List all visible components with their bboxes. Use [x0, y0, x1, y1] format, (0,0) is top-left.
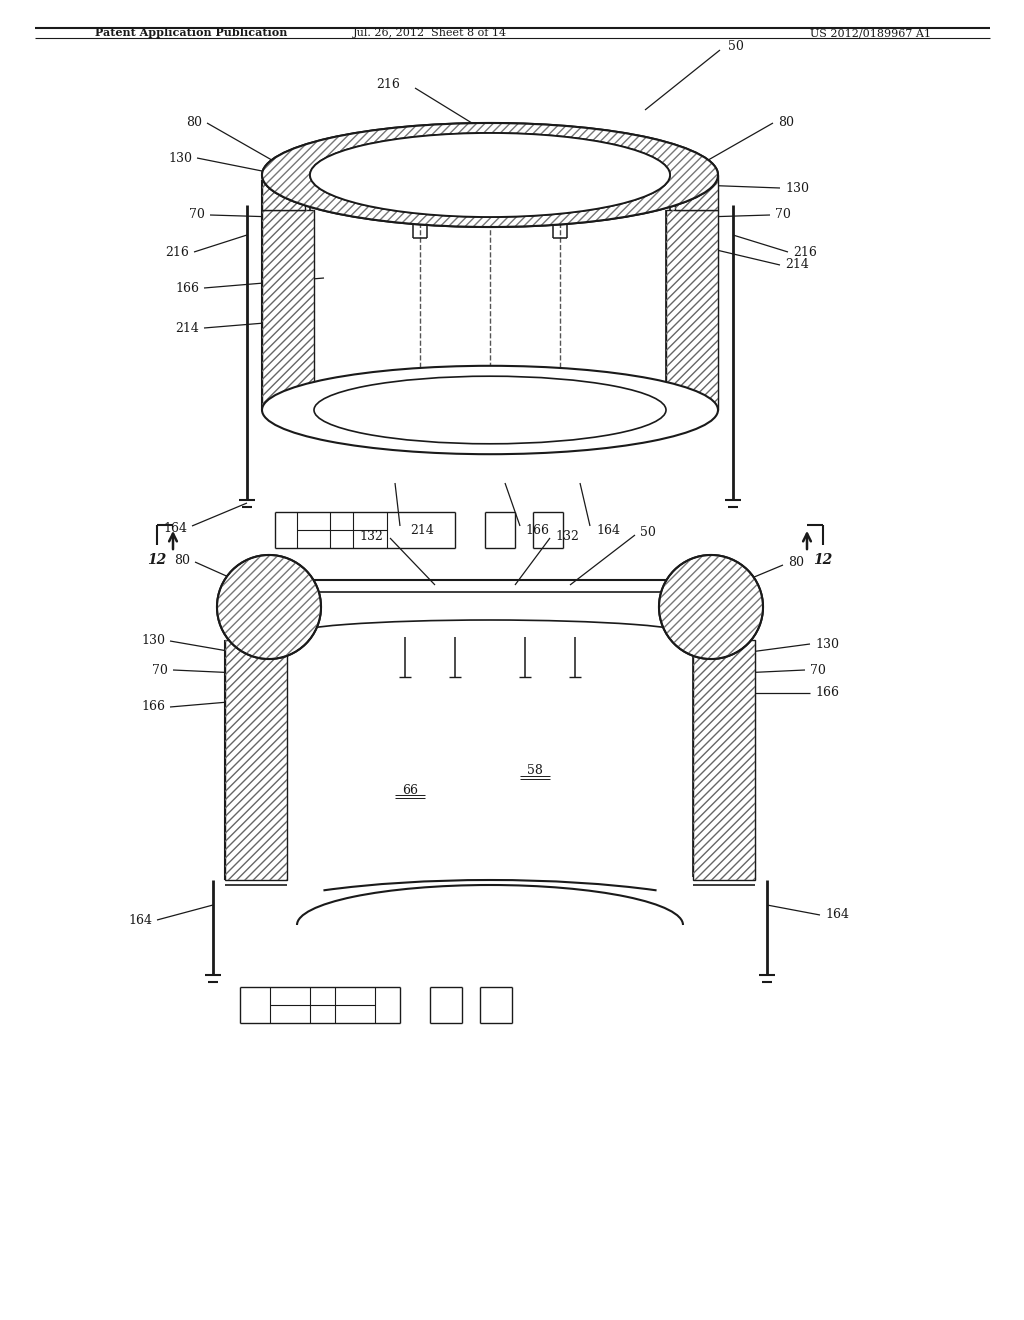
Bar: [675, 176, 718, 210]
Text: 80: 80: [186, 116, 202, 129]
Bar: [262, 210, 314, 411]
Text: 216: 216: [793, 246, 817, 259]
Text: 216: 216: [376, 78, 400, 91]
Text: 70: 70: [810, 664, 826, 676]
Ellipse shape: [218, 556, 319, 657]
Text: US 2012/0189967 A1: US 2012/0189967 A1: [810, 28, 931, 38]
Text: 214: 214: [410, 524, 434, 536]
Text: 50: 50: [640, 527, 656, 540]
Text: 80: 80: [174, 553, 190, 566]
Text: 132: 132: [359, 529, 383, 543]
Ellipse shape: [262, 123, 718, 227]
Text: 70: 70: [775, 209, 791, 222]
Text: 66: 66: [402, 784, 418, 796]
Text: 12: 12: [147, 553, 167, 568]
Bar: [262, 176, 305, 210]
Text: 166: 166: [141, 701, 165, 714]
Text: 70: 70: [153, 664, 168, 676]
Text: 216: 216: [165, 246, 189, 259]
Text: 164: 164: [128, 913, 152, 927]
Text: 130: 130: [815, 638, 839, 651]
Text: 166: 166: [525, 524, 549, 536]
Text: Patent Application Publication: Patent Application Publication: [95, 28, 288, 38]
Ellipse shape: [310, 133, 670, 216]
Ellipse shape: [217, 554, 321, 659]
Text: 70: 70: [189, 209, 205, 222]
Ellipse shape: [262, 366, 718, 454]
Ellipse shape: [310, 133, 670, 216]
Text: 130: 130: [785, 181, 809, 194]
Bar: [262, 210, 314, 411]
Bar: [693, 640, 755, 880]
Text: 130: 130: [168, 152, 193, 165]
Text: 132: 132: [555, 529, 579, 543]
Bar: [262, 176, 305, 210]
Ellipse shape: [262, 123, 718, 227]
Text: 166: 166: [815, 686, 839, 700]
Bar: [675, 176, 718, 210]
Text: 214: 214: [785, 259, 809, 272]
Text: Jul. 26, 2012  Sheet 8 of 14: Jul. 26, 2012 Sheet 8 of 14: [353, 28, 507, 38]
Text: 58: 58: [527, 763, 543, 776]
Text: 164: 164: [825, 908, 849, 921]
Bar: [225, 640, 287, 880]
Ellipse shape: [660, 556, 762, 657]
Text: 80: 80: [788, 557, 804, 569]
Text: 130: 130: [141, 635, 165, 648]
Text: 166: 166: [175, 281, 199, 294]
Text: 214: 214: [175, 322, 199, 334]
Bar: [693, 640, 755, 880]
Bar: [666, 210, 718, 411]
Text: 80: 80: [778, 116, 794, 129]
Text: 164: 164: [596, 524, 620, 536]
Ellipse shape: [314, 376, 666, 444]
Text: 164: 164: [163, 521, 187, 535]
Bar: [666, 210, 718, 411]
Text: 50: 50: [728, 41, 743, 54]
Bar: [225, 640, 287, 880]
Ellipse shape: [659, 554, 763, 659]
Text: 12: 12: [813, 553, 833, 568]
